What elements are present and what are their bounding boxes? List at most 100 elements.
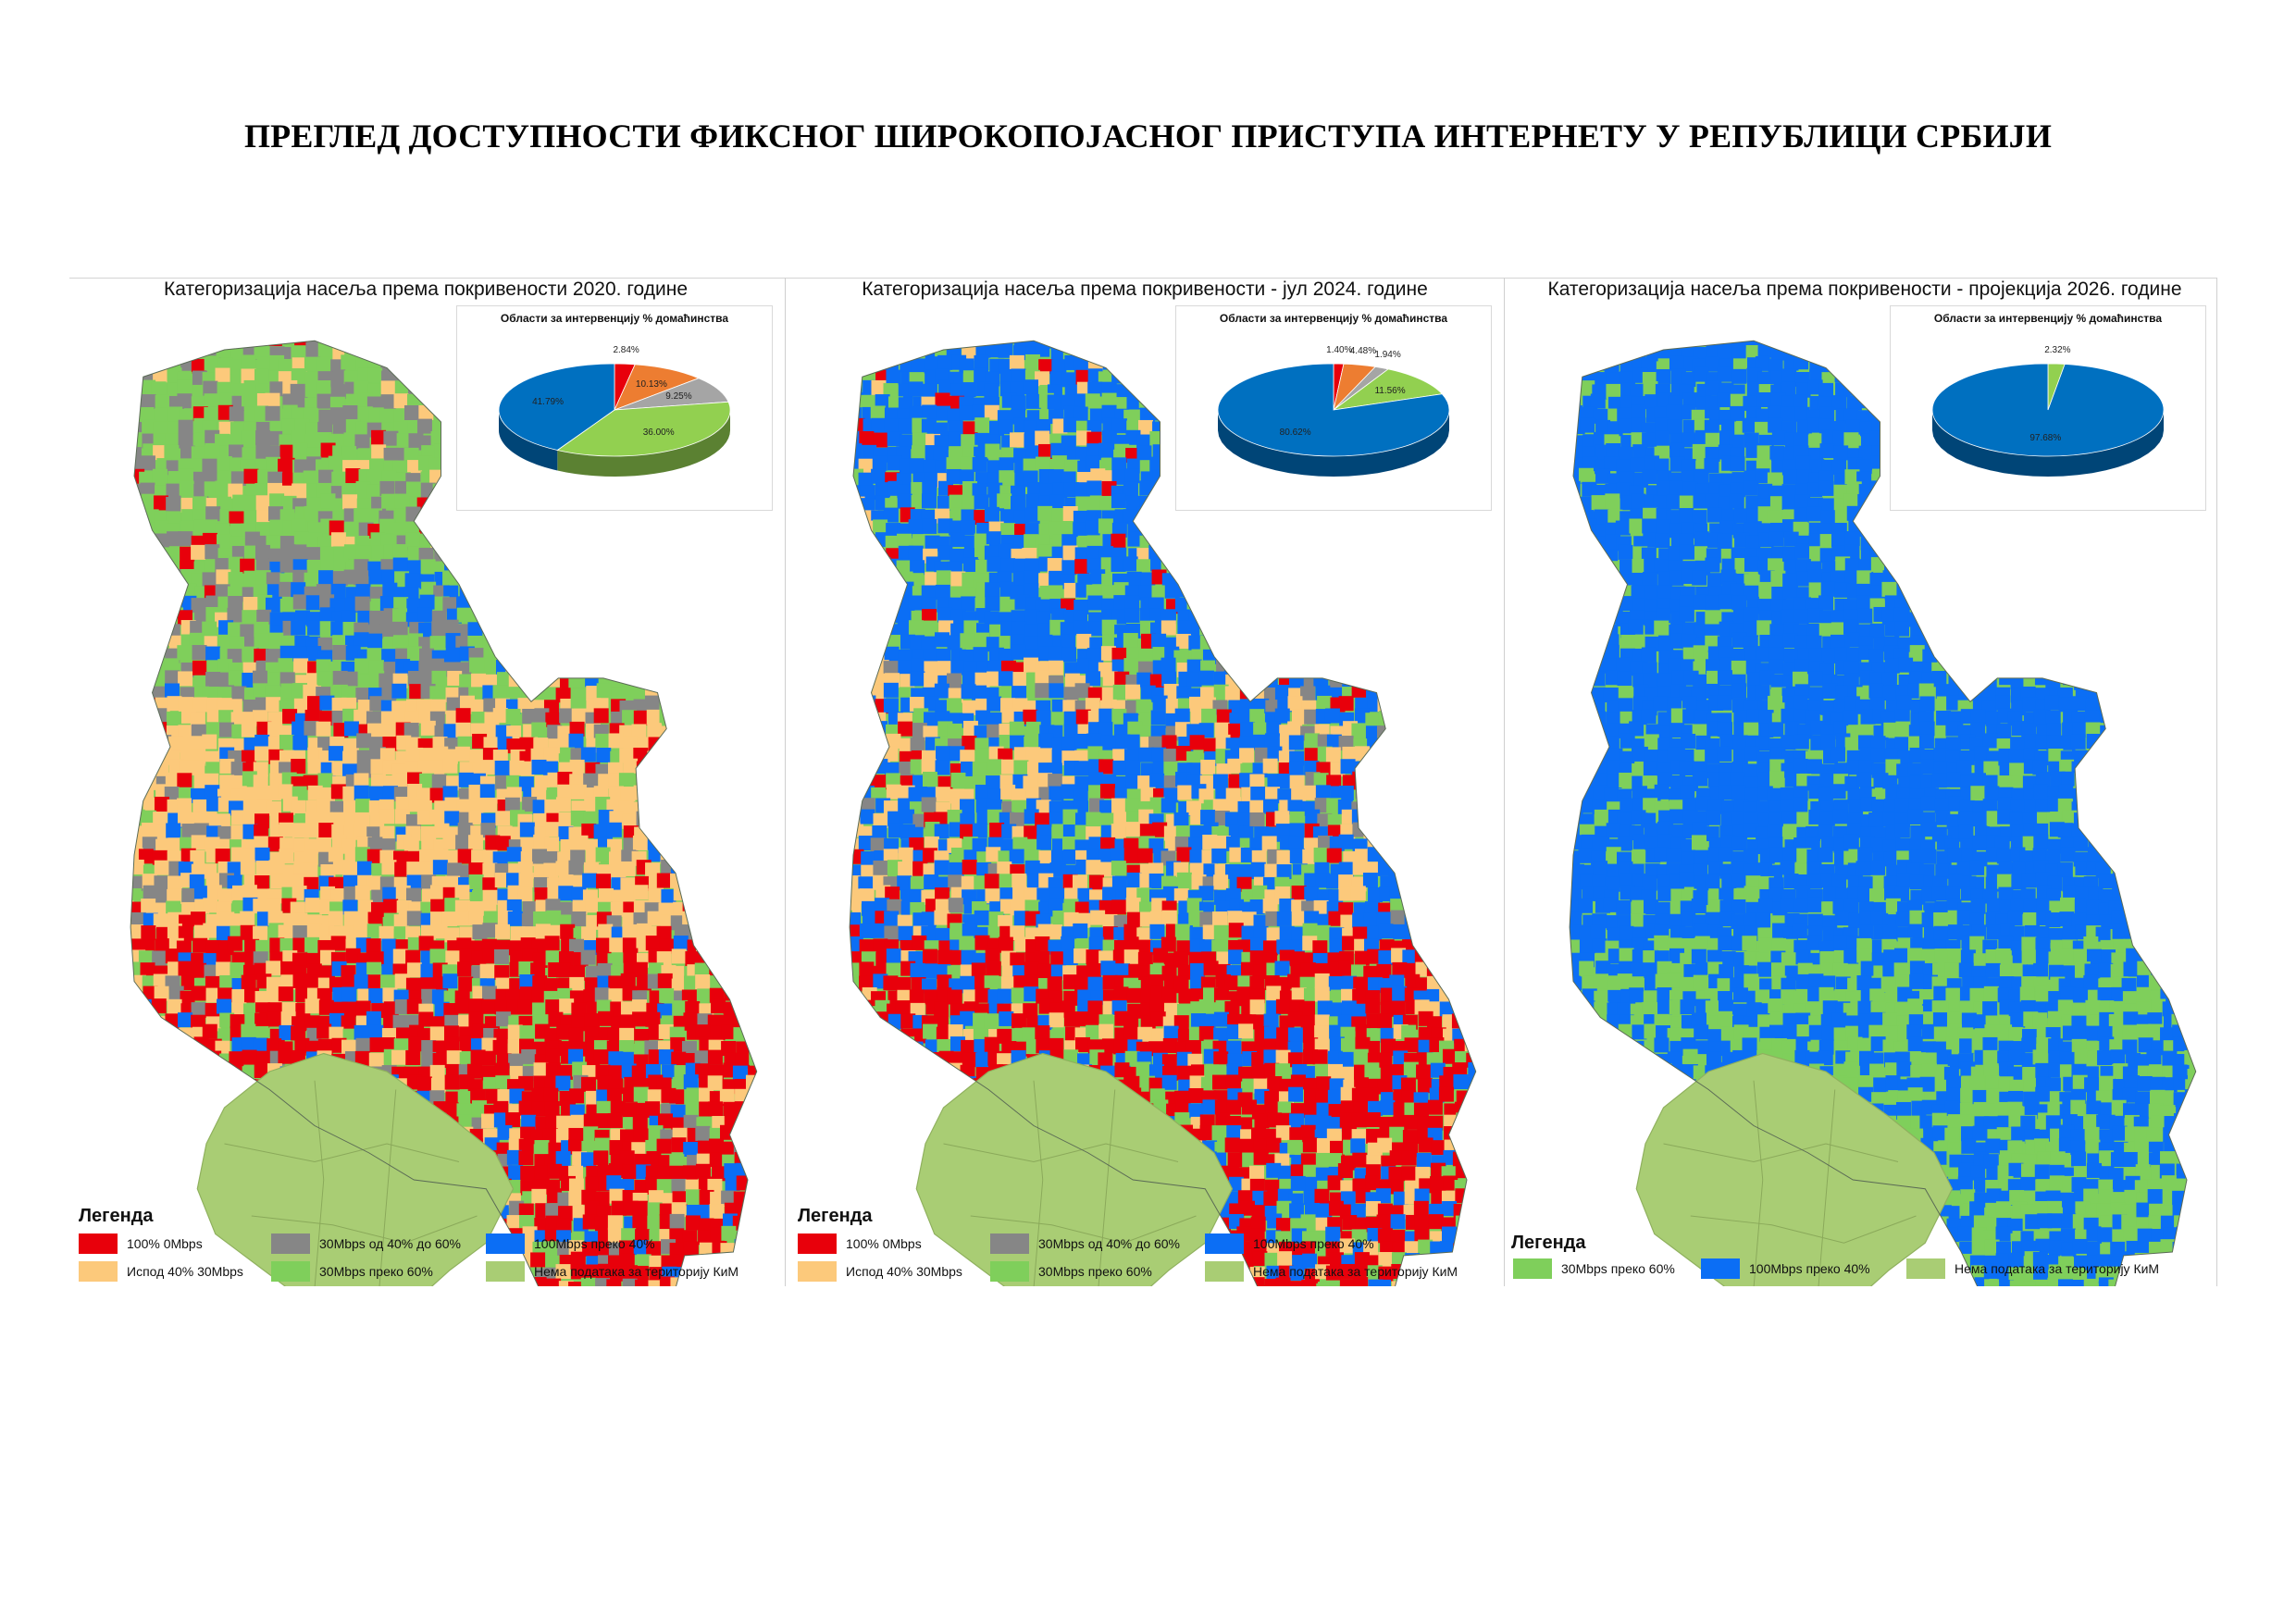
settlement-cell	[341, 1015, 356, 1031]
settlement-cell	[623, 758, 639, 774]
settlement-cell	[608, 621, 624, 637]
settlement-cell	[568, 644, 584, 660]
settlement-cell	[227, 1061, 242, 1077]
settlement-cell	[736, 1162, 751, 1178]
settlement-cell	[531, 674, 547, 689]
settlement-cell	[721, 762, 737, 778]
settlement-cell	[672, 810, 688, 825]
settlement-cell	[217, 634, 232, 650]
settlement-cell	[241, 430, 256, 446]
settlement-cell	[366, 938, 381, 954]
settlement-cell	[168, 1177, 184, 1193]
settlement-cell	[228, 556, 243, 572]
settlement-cell	[480, 556, 496, 572]
settlement-cell	[1149, 384, 1165, 400]
settlement-cell	[560, 924, 576, 939]
settlement-cell	[168, 1049, 183, 1065]
settlement-cell	[455, 911, 471, 926]
settlement-cell	[708, 697, 724, 713]
settlement-cell	[745, 712, 757, 727]
settlement-cell	[189, 1139, 205, 1155]
settlement-cell	[723, 1001, 738, 1017]
settlement-cell	[686, 1087, 701, 1103]
pie-slice-label: 2.84%	[613, 345, 639, 356]
settlement-cell	[419, 748, 435, 763]
settlement-cell	[637, 661, 652, 676]
settlement-cell	[180, 1124, 195, 1140]
settlement-cell	[484, 658, 500, 674]
settlement-cell	[404, 573, 420, 589]
settlement-cell	[140, 534, 155, 550]
settlement-cell	[685, 1189, 701, 1205]
settlement-cell	[243, 570, 259, 586]
settlement-cell	[269, 612, 285, 627]
pie-tops	[498, 363, 731, 457]
settlement-cell	[656, 1138, 672, 1154]
settlement-cell	[143, 1151, 158, 1167]
settlement-cell	[115, 519, 130, 534]
settlement-cell	[130, 1175, 145, 1191]
settlement-cell	[686, 1101, 701, 1117]
settlement-cell	[670, 1104, 686, 1120]
settlement-cell	[316, 837, 331, 852]
settlement-cell	[712, 1166, 727, 1182]
settlement-cell	[912, 432, 927, 448]
settlement-cell	[609, 581, 625, 597]
settlement-cell	[1037, 505, 1053, 521]
settlement-cell	[733, 973, 749, 989]
settlement-cell	[670, 1036, 686, 1052]
settlement-cell	[140, 455, 155, 471]
settlement-cell	[130, 938, 142, 954]
settlement-cell	[179, 1027, 194, 1043]
settlement-cell	[636, 1254, 652, 1270]
settlement-cell	[407, 560, 423, 576]
settlement-cell	[166, 900, 181, 916]
settlement-cell	[240, 924, 255, 940]
settlement-cell	[266, 572, 281, 588]
settlement-cell	[255, 341, 271, 346]
settlement-cell	[883, 356, 899, 372]
settlement-cell	[166, 1165, 181, 1181]
settlement-cell	[206, 796, 222, 812]
settlement-cell	[1364, 518, 1380, 534]
pie-slice-label: 10.13%	[635, 378, 667, 390]
settlement-cell	[694, 1050, 710, 1066]
settlement-cell	[381, 343, 397, 359]
settlement-cell	[1276, 518, 1292, 534]
settlement-cell	[240, 860, 255, 875]
settlement-cell	[320, 558, 336, 574]
settlement-cell	[696, 559, 712, 575]
settlement-cell	[530, 545, 546, 561]
settlement-cell	[304, 898, 320, 913]
settlement-cell	[631, 1142, 647, 1158]
settlement-cell	[660, 532, 676, 548]
settlement-cell	[671, 646, 687, 662]
settlement-cell	[519, 761, 535, 776]
settlement-cell	[760, 874, 775, 888]
settlement-cell	[747, 558, 757, 574]
settlement-cell	[1086, 480, 1102, 496]
settlement-cell	[379, 518, 395, 534]
settlement-cell	[609, 1266, 625, 1282]
settlement-cell	[291, 430, 306, 446]
settlement-cell	[228, 572, 243, 588]
settlement-cell	[343, 800, 358, 816]
settlement-cell	[429, 1064, 445, 1080]
settlement-cell	[447, 670, 463, 686]
settlement-cell	[556, 1115, 572, 1131]
settlement-cell	[141, 1114, 156, 1130]
settlement-cell	[408, 1036, 424, 1052]
settlement-cell	[708, 659, 724, 675]
settlement-cell	[1176, 521, 1192, 537]
settlement-cell	[467, 835, 483, 850]
settlement-cell	[141, 1054, 156, 1070]
legend-swatch	[79, 1261, 118, 1282]
settlement-cell	[304, 572, 319, 588]
settlement-cell	[608, 545, 624, 561]
settlement-cell	[405, 532, 421, 548]
settlement-cell	[130, 824, 134, 839]
settlement-cell	[306, 646, 322, 662]
settlement-cell	[632, 1200, 648, 1216]
settlement-cell	[621, 637, 637, 652]
settlement-cell	[583, 1113, 599, 1129]
